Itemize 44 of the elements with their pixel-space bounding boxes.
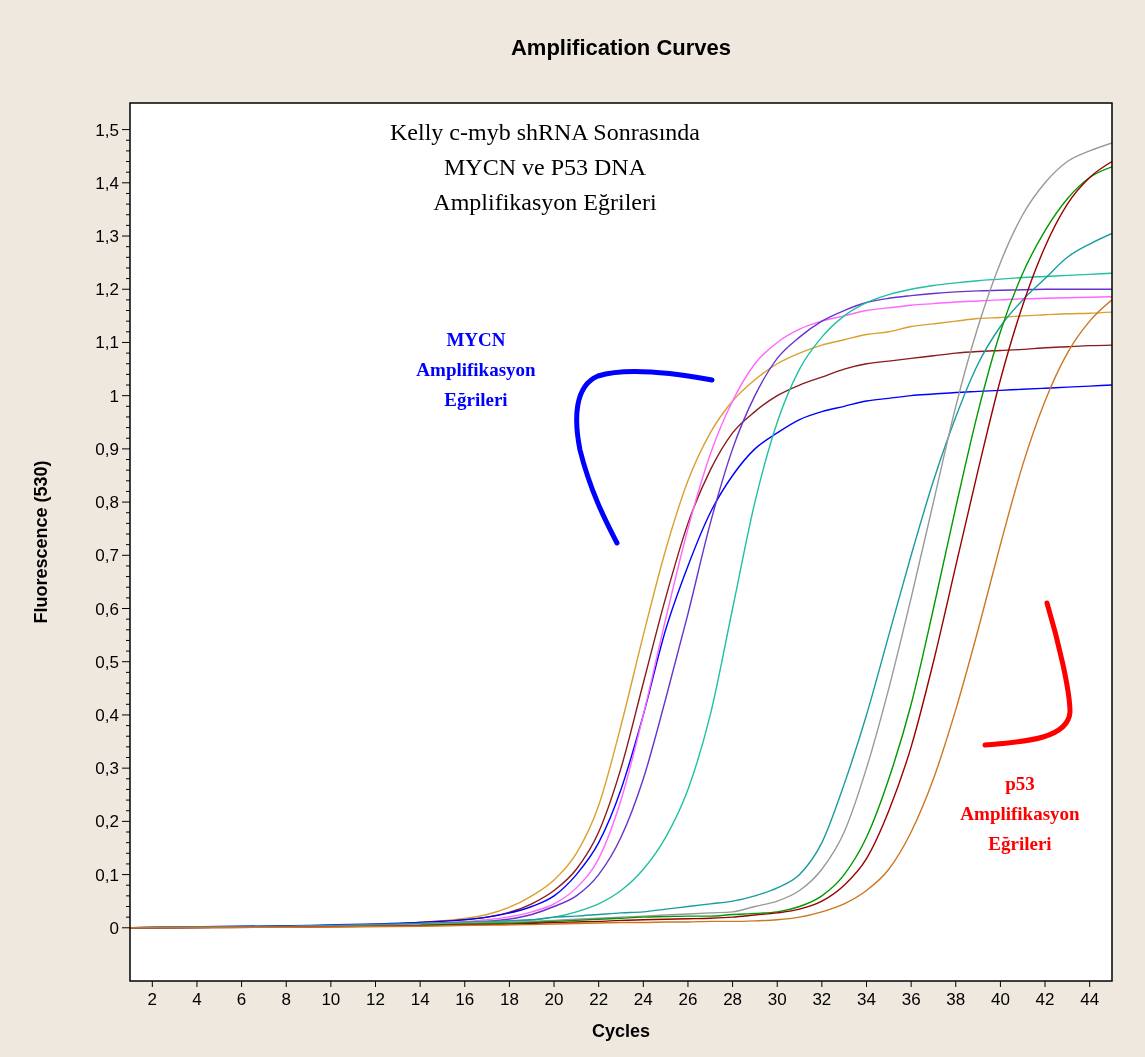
x-tick-label: 38 — [946, 990, 966, 1009]
x-tick-label: 36 — [901, 990, 921, 1009]
x-tick-label: 12 — [366, 990, 385, 1009]
x-tick-label: 44 — [1080, 990, 1100, 1009]
x-tick-label: 6 — [236, 990, 247, 1009]
y-tick-label: 1 — [109, 386, 119, 406]
chart-title: Amplification Curves — [510, 35, 732, 60]
y-tick-label: 1,2 — [95, 280, 119, 300]
y-tick-label: 0,7 — [95, 546, 119, 566]
x-tick-label: 26 — [678, 990, 698, 1009]
y-tick-label: 0,5 — [95, 652, 119, 672]
x-tick-label: 16 — [455, 990, 475, 1009]
x-tick-label: 10 — [321, 990, 341, 1009]
y-tick-label: 1,1 — [95, 333, 119, 353]
y-tick-label: 0,2 — [95, 812, 119, 832]
x-tick-label: 4 — [192, 990, 202, 1009]
x-tick-label: 2 — [147, 990, 158, 1009]
x-tick-label: 14 — [410, 990, 430, 1009]
y-tick-label: 0,4 — [95, 705, 119, 725]
x-tick-label: 18 — [499, 990, 519, 1009]
y-tick-label: 0,9 — [95, 439, 119, 459]
x-tick-label: 24 — [633, 990, 653, 1009]
x-tick-label: 34 — [857, 990, 876, 1009]
y-tick-label: 0,3 — [95, 759, 119, 779]
y-tick-label: 1,5 — [95, 120, 119, 140]
x-tick-label: 30 — [767, 990, 787, 1009]
x-tick-label: 40 — [990, 990, 1010, 1009]
x-tick-label: 42 — [1035, 990, 1055, 1009]
y-tick-label: 1,3 — [95, 227, 119, 247]
y-tick-label: 0,8 — [95, 493, 119, 513]
x-tick-label: 28 — [723, 990, 743, 1009]
annotation: MYCN Amplifikasyon Eğrileri — [416, 329, 537, 410]
y-tick-label: 0,6 — [95, 599, 119, 619]
y-tick-label: 0 — [109, 918, 119, 938]
y-tick-label: 0,1 — [95, 865, 119, 885]
x-tick-label: 32 — [812, 990, 832, 1009]
x-tick-label: 20 — [544, 990, 564, 1009]
x-tick-label: 8 — [281, 990, 291, 1009]
annotation: Kelly c-myb shRNA Sonrasında MYCN ve P53 DNA Amplifikasyon Eğrileri — [390, 119, 701, 215]
x-axis-title: Cycles — [591, 1021, 651, 1041]
annotation: p53 Amplifikasyon Eğrileri — [960, 773, 1081, 854]
y-axis-title: Fluorescence (530) — [31, 460, 51, 624]
y-tick-label: 1,4 — [95, 173, 119, 193]
x-tick-label: 22 — [589, 990, 609, 1009]
